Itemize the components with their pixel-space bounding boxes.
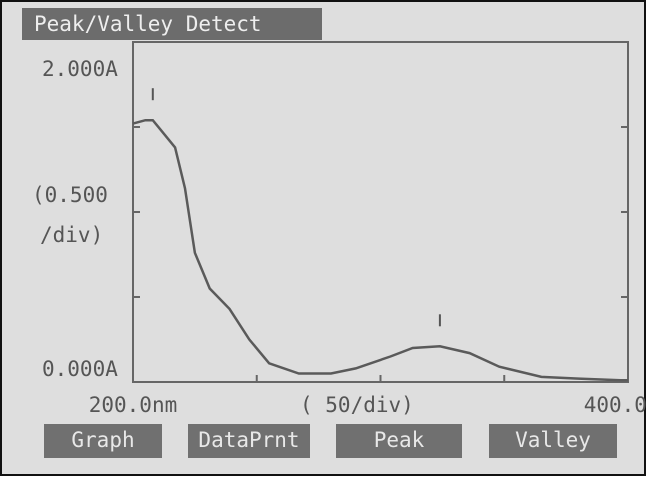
- y-tick-label: 0.000A: [42, 357, 118, 381]
- softkey-label[interactable]: DataPrnt: [198, 428, 299, 452]
- title-bar: [22, 8, 322, 40]
- softkey[interactable]: [44, 424, 162, 458]
- y-tick-label: 2.000A: [42, 57, 118, 81]
- x-tick-label: 200.0nm: [89, 393, 178, 417]
- softkey[interactable]: [489, 424, 617, 458]
- title: Peak/Valley Detect: [34, 12, 262, 36]
- softkey[interactable]: [336, 424, 462, 458]
- y-axis-label: (0.500: [32, 183, 108, 207]
- y-axis-label: /div): [40, 223, 103, 247]
- spectrum-line: [132, 118, 628, 382]
- x-tick-label: 400.0nm: [584, 393, 646, 417]
- softkey-label[interactable]: Valley: [515, 428, 591, 452]
- x-axis-label: ( 50/div): [300, 393, 414, 417]
- softkey-label[interactable]: Peak: [374, 428, 425, 452]
- softkey-label[interactable]: Graph: [71, 428, 134, 452]
- softkey[interactable]: [188, 424, 310, 458]
